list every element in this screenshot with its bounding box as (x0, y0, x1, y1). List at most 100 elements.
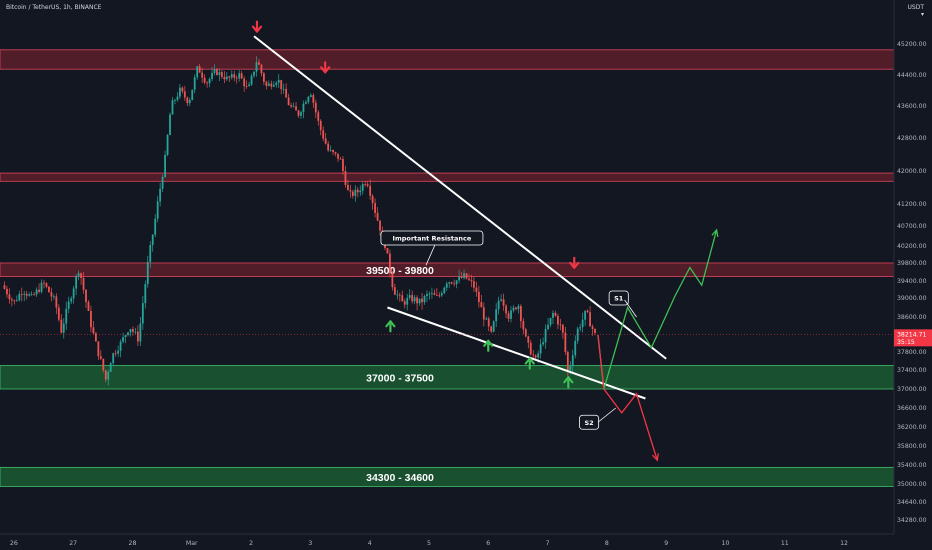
candle-body (463, 273, 465, 278)
time-tick-label: 27 (69, 540, 77, 547)
price-tick-label: 36600.00 (897, 405, 927, 412)
candle-body (537, 353, 540, 358)
candle-body (208, 78, 211, 84)
candle-body (371, 195, 374, 204)
price-tick-label: 38600.00 (897, 314, 927, 321)
annotation-box-0[interactable] (380, 230, 484, 246)
candle-body (386, 248, 389, 254)
arrow-down-icon (320, 61, 331, 74)
price-tick-label: 41200.00 (897, 201, 927, 208)
currency-label[interactable]: USDT ▾ (908, 4, 925, 18)
candle-body (139, 323, 142, 342)
time-tick-label: 5 (427, 540, 431, 547)
scenario-path-S2[interactable] (597, 334, 658, 461)
countdown-label: 35:15 (897, 339, 915, 346)
time-tick-label: 4 (368, 540, 372, 547)
scenario-path-S1[interactable] (597, 229, 718, 390)
candle-body (376, 212, 379, 221)
candle-body (43, 282, 45, 284)
price-tick-label: 44400.00 (897, 72, 927, 79)
price-tick-label: 42800.00 (897, 135, 927, 142)
candle-body (235, 77, 238, 79)
candle-body (391, 272, 394, 288)
candle-body (529, 342, 532, 355)
candle-body (428, 293, 431, 295)
candle-body (549, 317, 552, 325)
candle-body (216, 69, 218, 75)
arrow-up-icon (385, 320, 396, 333)
price-tick-label: 40200.00 (897, 243, 927, 250)
candle-body (322, 130, 325, 139)
candle-body (287, 97, 290, 106)
candle-body (554, 312, 557, 316)
candle-body (285, 88, 288, 98)
candle-body (396, 294, 399, 296)
candle-body (324, 138, 327, 144)
resistance-trendline[interactable] (253, 35, 667, 360)
candle-body (198, 66, 201, 73)
candle-body (280, 79, 283, 90)
resistance-zone-2 (0, 262, 895, 277)
annotation-box-2[interactable] (579, 414, 600, 430)
candle-body (82, 277, 85, 290)
candle-body (505, 305, 507, 314)
candle-body (475, 287, 478, 292)
candle-body (117, 350, 120, 354)
candle-body (584, 310, 587, 320)
scenario-arrowhead-S2 (652, 453, 659, 462)
candle-body (35, 289, 38, 295)
candle-body (129, 329, 132, 333)
candle-body (15, 300, 18, 302)
price-tick-label: 37400.00 (897, 367, 927, 374)
candle-body (510, 310, 512, 319)
candle-body (30, 294, 33, 296)
support-zone-4 (0, 466, 895, 487)
candle-body (213, 69, 216, 73)
candle-body (337, 153, 339, 159)
arrow-down-icon (251, 20, 263, 33)
arrow-up-icon (483, 339, 494, 352)
candle-body (398, 294, 401, 296)
candle-body (146, 261, 149, 285)
candle-body (102, 358, 105, 371)
candle-body (48, 286, 50, 293)
candle-body (295, 106, 297, 111)
annotation-box-1[interactable] (608, 290, 629, 306)
price-tick-label: 35000.00 (897, 481, 927, 488)
candle-body (255, 62, 258, 72)
candle-body (480, 302, 483, 308)
price-tick-label: 39400.00 (897, 278, 927, 285)
candle-body (347, 184, 349, 191)
price-tick-label: 35400.00 (897, 462, 927, 469)
candle-body (519, 305, 522, 322)
arrow-up-icon (563, 376, 574, 389)
time-tick-label: 7 (546, 540, 550, 547)
candle-body (512, 307, 515, 311)
candle-body (243, 78, 246, 87)
candle-body (99, 356, 102, 359)
candle-body (495, 309, 498, 322)
candle-body (455, 280, 458, 285)
last-price-tag (894, 329, 932, 347)
support-trendline[interactable] (387, 306, 646, 400)
candle-body (408, 295, 411, 298)
candle-body (312, 95, 315, 103)
resistance-zone-1 (0, 172, 895, 182)
candle-body (416, 297, 418, 304)
candle-body (85, 289, 87, 302)
zone-label-3: 37000 - 37500 (366, 372, 434, 384)
candle-body (265, 81, 268, 86)
candle-body (127, 332, 129, 336)
time-tick-label: 8 (605, 540, 609, 547)
candle-body (267, 83, 270, 86)
price-tick-label: 35800.00 (897, 443, 927, 450)
candle-body (379, 220, 381, 231)
candle-body (260, 64, 263, 74)
candle-body (477, 291, 480, 303)
candle-body (561, 324, 564, 333)
candle-body (183, 91, 186, 98)
candle-body (72, 288, 75, 299)
candle-body (507, 313, 510, 319)
candle-body (134, 331, 137, 333)
